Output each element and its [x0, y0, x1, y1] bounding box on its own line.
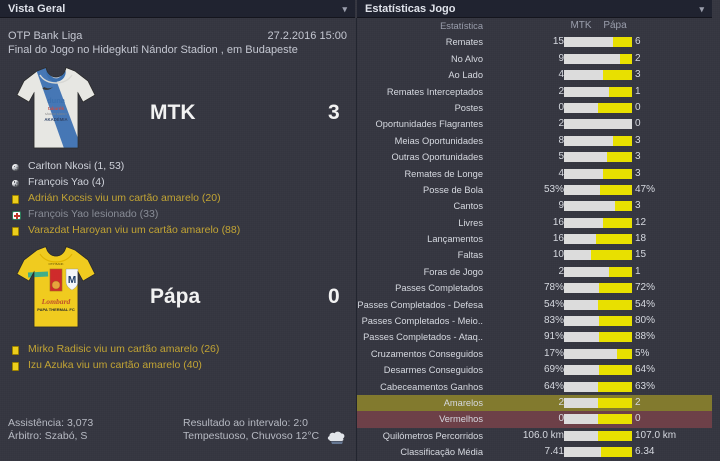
svg-text:AKADÉMIA: AKADÉMIA	[44, 117, 67, 122]
svg-text:Lombard: Lombard	[41, 297, 71, 306]
svg-text:OTP BANK: OTP BANK	[48, 262, 63, 266]
svg-text:SÁNDOR KÁROLY: SÁNDOR KÁROLY	[45, 112, 67, 116]
svg-text:duna: duna	[47, 96, 66, 105]
svg-text:M: M	[68, 275, 76, 286]
svg-text:takarék: takarék	[48, 106, 65, 111]
svg-text:PAPA THERMAL FC: PAPA THERMAL FC	[37, 307, 75, 312]
